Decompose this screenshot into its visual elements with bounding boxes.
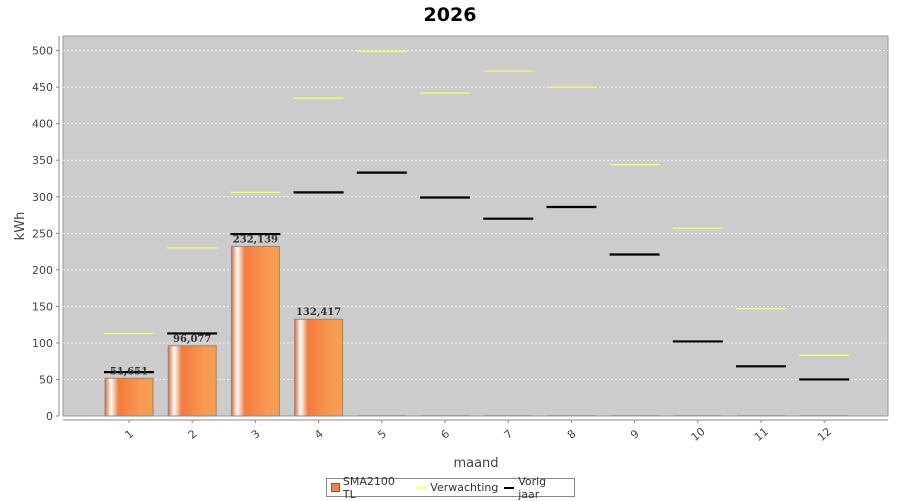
x-tick-label: 5 <box>375 427 389 441</box>
y-tick-label: 0 <box>46 410 53 423</box>
bar <box>294 318 344 417</box>
data-label: 51,651 <box>110 366 148 377</box>
y-tick-label: 450 <box>32 81 53 94</box>
y-axis-label: kWh <box>13 212 28 241</box>
x-axis-label: maand <box>453 456 498 471</box>
x-tick-label: 8 <box>565 427 579 441</box>
y-tick-label: 500 <box>32 45 53 58</box>
data-label: 96,077 <box>173 334 211 345</box>
legend-item-verwachting: Verwachting <box>416 481 498 494</box>
x-tick-label: 3 <box>249 427 263 441</box>
x-tick-label: 6 <box>438 427 452 441</box>
legend-swatch-verwachting <box>416 486 427 489</box>
legend-swatch-vorig-jaar <box>504 486 515 489</box>
bar <box>104 377 154 417</box>
x-tick-label: 7 <box>502 427 516 441</box>
y-tick-label: 100 <box>32 337 53 350</box>
x-tick-label: 12 <box>815 425 834 444</box>
x-tick-label: 4 <box>312 427 326 441</box>
legend-swatch-bar <box>331 483 340 492</box>
data-label: 132,417 <box>296 307 341 318</box>
data-label: 232,139 <box>233 234 278 245</box>
markers <box>104 50 850 381</box>
x-tick-label: 10 <box>689 425 708 444</box>
legend-label-vorig-jaar: Vorig jaar <box>518 474 547 501</box>
y-tick-label: 50 <box>39 373 53 386</box>
y-tick-label: 350 <box>32 154 53 167</box>
x-tick-label: 9 <box>628 427 642 441</box>
bar <box>167 345 217 417</box>
legend-item-sma2100: SMA2100 TL <box>331 475 410 501</box>
y-tick-label: 250 <box>32 227 53 240</box>
legend-label-sma2100: SMA2100 TL <box>342 474 395 501</box>
bar <box>230 245 280 417</box>
bars <box>104 245 849 417</box>
x-tick-label: 2 <box>186 427 200 441</box>
legend: SMA2100 TL Verwachting Vorig jaar <box>326 475 575 501</box>
y-tick-label: 150 <box>32 300 53 313</box>
y-tick-label: 300 <box>32 191 53 204</box>
x-axis: 1 2 3 4 5 6 7 8 9 10 11 12 <box>63 419 888 444</box>
x-tick-label: 11 <box>752 425 771 444</box>
data-labels: 51,651 96,077 232,139 132,417 <box>110 234 341 377</box>
y-axis: 0 50 100 150 200 250 300 350 400 450 500 <box>32 36 60 423</box>
y-tick-label: 400 <box>32 118 53 131</box>
chart-title: 2026 <box>424 4 477 26</box>
legend-item-vorig-jaar: Vorig jaar <box>504 475 570 501</box>
legend-label-verwachting: Verwachting <box>430 481 499 494</box>
x-tick-label: 1 <box>122 427 136 441</box>
y-tick-label: 200 <box>32 264 53 277</box>
